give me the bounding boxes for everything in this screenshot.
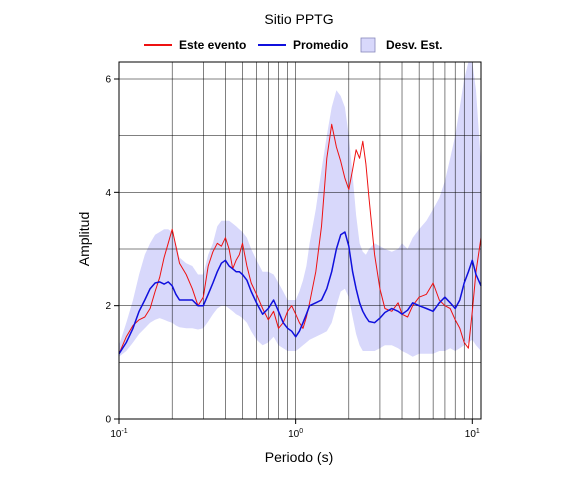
series-line-event [118, 123, 482, 354]
x-tick-label: 10-1 [110, 428, 127, 440]
y-tick-label: 2 [105, 301, 111, 312]
y-tick-label: 4 [105, 188, 111, 199]
legend-label-band: Desv. Est. [386, 38, 442, 52]
series-line-mean [118, 231, 482, 355]
legend-label-event: Este evento [179, 38, 246, 52]
x-tick-label: 100 [288, 428, 303, 440]
y-tick-label: 0 [105, 415, 111, 426]
plot-area: 0 2 4 6 10-1 100 101 [105, 61, 482, 440]
chart-title: Sitio PPTG [264, 11, 333, 27]
std-band [119, 62, 481, 357]
x-tick-label: 101 [465, 428, 480, 440]
y-tick-label: 6 [105, 75, 111, 86]
x-axis-label: Periodo (s) [265, 449, 333, 465]
plot-frame [118, 61, 482, 420]
y-axis-label: Amplitud [76, 212, 92, 266]
legend-swatch-band [360, 37, 376, 53]
legend-label-mean: Promedio [293, 38, 348, 52]
legend: Este evento Promedio Desv. Est. [144, 37, 442, 53]
